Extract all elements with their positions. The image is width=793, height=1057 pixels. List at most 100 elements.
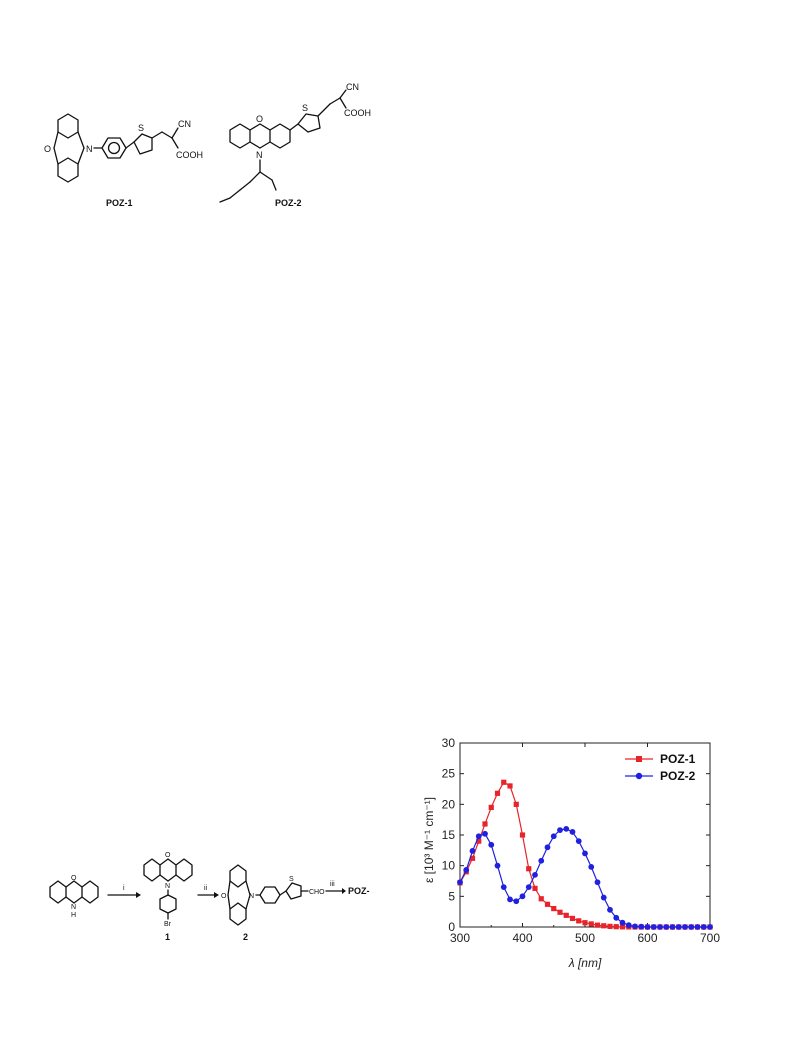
data-point (507, 783, 513, 789)
scheme-int2-number: 2 (243, 932, 248, 942)
y-tick-label: 20 (442, 797, 456, 811)
data-point (576, 918, 582, 924)
data-point (619, 924, 626, 930)
data-point (625, 922, 632, 929)
data-point (594, 879, 601, 886)
data-point (632, 923, 638, 930)
scheme-int2-sulfur: S (289, 876, 294, 883)
y-tick-label: 30 (442, 736, 456, 750)
data-point (669, 924, 676, 930)
poz2-sulfur-label: S (302, 103, 308, 113)
legend-label: POZ-2 (660, 769, 696, 783)
data-point (638, 923, 645, 930)
data-point (657, 924, 663, 930)
data-point (532, 885, 538, 891)
data-point (707, 924, 713, 930)
data-point (607, 906, 613, 913)
data-point (588, 863, 595, 870)
data-point (619, 919, 626, 926)
x-tick-label: 400 (512, 931, 532, 945)
poz1-cn-label: CN (178, 119, 191, 129)
data-point (488, 804, 494, 810)
y-tick-label: 15 (442, 828, 456, 842)
data-point (644, 924, 651, 930)
scheme-step-iii: iii (330, 881, 335, 888)
poz2-compound-label: POZ-2 (275, 198, 302, 208)
x-tick-label: 700 (700, 931, 720, 945)
data-point (476, 838, 482, 844)
data-point (501, 779, 507, 785)
scheme-int2-oxygen: O (221, 893, 227, 900)
poz1-cooh-label: COOH (176, 150, 203, 160)
poz2-cooh-label: COOH (344, 108, 371, 118)
poz2-nitrogen-label: N (256, 150, 263, 160)
data-point (613, 914, 620, 921)
data-point (488, 841, 495, 848)
y-tick-label: 25 (442, 767, 456, 781)
data-point (557, 827, 563, 833)
data-point (513, 898, 520, 905)
poz2-oxygen-label: O (256, 114, 263, 124)
data-point (569, 829, 576, 835)
data-point (601, 923, 607, 929)
chart-y-axis-label: ε [10³ M⁻¹ cm⁻¹] (422, 797, 436, 883)
x-tick-label: 300 (450, 931, 470, 945)
scheme-start-nitrogen: N (71, 904, 76, 911)
scheme-start-oxygen: O (71, 875, 77, 882)
series-poz-2 (457, 825, 713, 930)
data-point (613, 924, 619, 930)
data-point (469, 848, 476, 854)
data-point (675, 924, 682, 930)
chart-series-group (457, 779, 713, 930)
data-point (482, 830, 488, 837)
data-point (563, 825, 570, 832)
y-tick-label: 5 (448, 889, 455, 903)
poz2-cn-label: CN (346, 82, 359, 92)
data-point (551, 906, 557, 912)
chart-x-axis-label: λ [nm] (568, 956, 602, 970)
scheme-int1-nitrogen: N (165, 883, 170, 890)
data-point (519, 893, 526, 900)
data-point (600, 894, 607, 901)
scheme-int2-cho: CHO (309, 889, 325, 896)
scheme-product-label: POZ-1 (348, 886, 370, 896)
data-point (582, 920, 588, 926)
x-tick-label: 600 (637, 931, 657, 945)
data-point (513, 801, 519, 807)
data-point (525, 884, 532, 891)
data-point (569, 915, 576, 922)
data-point (594, 922, 601, 928)
legend-label: POZ-1 (660, 752, 696, 766)
poz1-sulfur-label: S (138, 123, 144, 133)
poz1-oxygen-label: O (44, 144, 51, 154)
legend-marker (636, 756, 642, 762)
x-tick-label: 500 (575, 931, 595, 945)
data-point (482, 821, 488, 827)
poz1-nitrogen-label: N (86, 144, 93, 154)
scheme-int1-number: 1 (165, 932, 170, 942)
data-point (544, 844, 551, 851)
scheme-step-i: i (123, 885, 125, 892)
data-point (475, 833, 482, 840)
data-point (563, 912, 569, 918)
data-point (519, 832, 526, 838)
scheme-int1-bromine: Br (164, 921, 172, 928)
data-point (538, 896, 544, 902)
data-point (494, 862, 501, 869)
data-point (463, 867, 470, 873)
poz1-compound-label: POZ-1 (106, 198, 133, 208)
data-point (526, 866, 532, 872)
poz1-structure: O N S CN COOH POZ-1 (44, 113, 203, 208)
data-point (550, 833, 557, 840)
y-tick-label: 10 (442, 859, 456, 873)
data-point (544, 901, 551, 907)
data-point (607, 923, 613, 929)
data-point (650, 924, 657, 930)
data-point (588, 921, 594, 927)
chart-axis-ticks: 300 400 500 600 700 0 5 10 15 20 25 30 (442, 736, 721, 945)
series-line (459, 828, 710, 928)
y-tick-label: 0 (448, 920, 455, 934)
legend-marker (635, 772, 643, 780)
data-point (507, 896, 513, 903)
absorption-chart: 300 400 500 600 700 0 5 10 15 20 25 30 POZ-1 POZ-2 λ… (422, 736, 721, 970)
